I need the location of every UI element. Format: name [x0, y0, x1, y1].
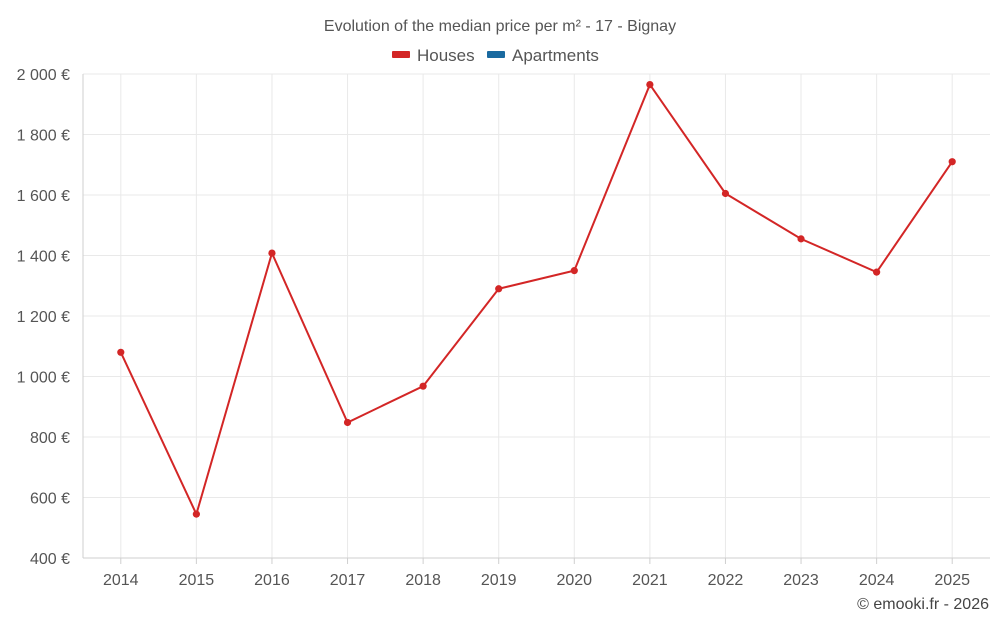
y-tick-label: 800 € — [30, 430, 70, 447]
data-point-houses[interactable] — [873, 268, 881, 276]
y-tick-label: 1 400 € — [17, 249, 70, 266]
x-tick-label: 2025 — [934, 572, 970, 589]
legend-item-houses[interactable]: Houses — [392, 46, 475, 65]
data-point-houses[interactable] — [117, 348, 125, 356]
x-tick-label: 2020 — [556, 572, 592, 589]
legend: Houses Apartments — [392, 46, 599, 65]
data-point-houses[interactable] — [570, 267, 578, 275]
credit-text: © emooki.fr - 2026 — [857, 596, 989, 613]
data-point-houses[interactable] — [721, 189, 730, 198]
data-point-houses[interactable] — [343, 418, 352, 427]
series — [117, 80, 956, 518]
x-tick-label: 2016 — [254, 572, 290, 589]
series-line-houses — [119, 82, 954, 517]
y-tick-label: 1 200 € — [17, 309, 70, 326]
y-tick-label: 1 800 € — [17, 128, 70, 145]
chart-title: Evolution of the median price per m² - 1… — [324, 18, 676, 35]
legend-label-houses: Houses — [417, 46, 475, 65]
legend-swatch-houses — [392, 51, 410, 58]
x-tick-label: 2015 — [179, 572, 215, 589]
data-point-houses[interactable] — [797, 235, 805, 243]
legend-swatch-apartments — [487, 51, 505, 58]
x-tick-label: 2019 — [481, 572, 517, 589]
axes — [82, 74, 990, 564]
legend-label-apartments: Apartments — [512, 46, 599, 65]
data-point-houses[interactable] — [495, 285, 503, 293]
data-point-houses[interactable] — [192, 510, 200, 518]
y-tick-label: 600 € — [30, 491, 70, 508]
x-tick-label: 2022 — [708, 572, 744, 589]
x-tick-label: 2018 — [405, 572, 441, 589]
data-point-houses[interactable] — [646, 80, 654, 89]
x-tick-label: 2021 — [632, 572, 668, 589]
data-point-houses[interactable] — [948, 158, 956, 166]
y-tick-label: 2 000 € — [17, 67, 70, 84]
grid — [83, 73, 990, 559]
y-tick-label: 1 000 € — [17, 370, 70, 387]
x-axis-ticks: 2014 2015 2016 2017 2018 2019 2020 2021 2022 2023… — [103, 572, 970, 589]
data-point-houses[interactable] — [419, 382, 427, 390]
x-tick-label: 2017 — [330, 572, 366, 589]
data-point-houses[interactable] — [268, 249, 276, 257]
x-tick-label: 2024 — [859, 572, 895, 589]
legend-item-apartments[interactable]: Apartments — [487, 46, 599, 65]
x-tick-label: 2014 — [103, 572, 139, 589]
x-tick-label: 2023 — [783, 572, 819, 589]
y-tick-label: 1 600 € — [17, 188, 70, 205]
y-tick-label: 400 € — [30, 551, 70, 568]
y-axis-ticks: 2 000 € 1 800 € 1 600 € 1 400 € 1 200 € 1 000… — [17, 67, 70, 568]
